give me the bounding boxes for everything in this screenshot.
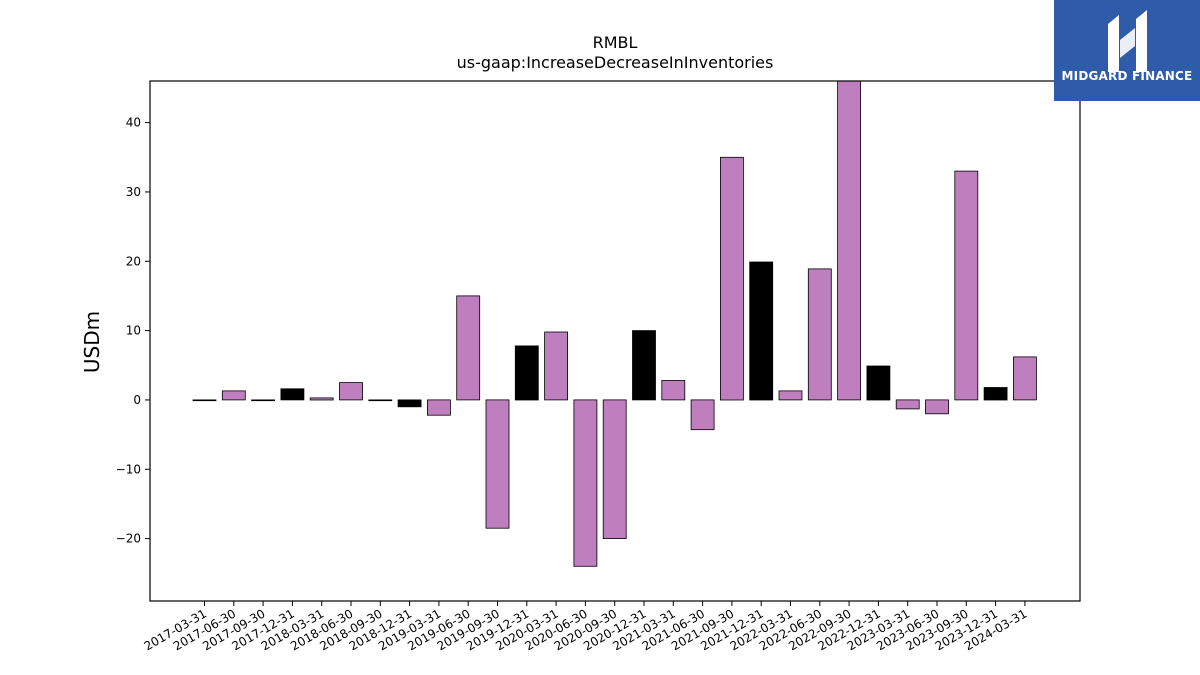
bar-2017-06-30 xyxy=(221,390,246,401)
bar-2021-06-30 xyxy=(690,399,715,431)
chart-title: RMBL xyxy=(593,33,638,52)
bar-2021-03-31 xyxy=(661,380,686,401)
logo-text: MIDGARD FINANCE xyxy=(1061,69,1193,83)
bar-2021-09-30 xyxy=(720,156,744,401)
bar-2018-09-30 xyxy=(368,399,393,402)
bar-2024-03-31 xyxy=(1013,356,1037,401)
bar-2022-12-31 xyxy=(866,365,891,401)
bar-2021-12-31 xyxy=(749,261,774,401)
bar-2019-03-31 xyxy=(426,399,451,416)
y-tick-label: 20 xyxy=(126,254,141,268)
bar-2020-03-31 xyxy=(544,331,568,401)
bar-2023-12-31 xyxy=(983,387,1008,401)
bar-2022-06-30 xyxy=(807,268,832,401)
midgard-finance-logo: MIDGARD FINANCE xyxy=(1054,0,1200,101)
bar-2019-06-30 xyxy=(456,295,481,401)
bar-2020-12-31 xyxy=(632,330,656,401)
bar-2019-12-31 xyxy=(514,345,539,401)
bar-2023-06-30 xyxy=(925,399,949,415)
y-tick-label: 0 xyxy=(133,393,141,407)
bar-2017-09-30 xyxy=(251,399,276,402)
bar-2023-03-31 xyxy=(895,399,920,410)
y-tick-label: 40 xyxy=(126,116,141,130)
bar-2018-12-31 xyxy=(397,399,422,408)
bar-series xyxy=(192,80,1037,567)
bar-2023-09-30 xyxy=(954,170,979,401)
y-axis-label: USDm xyxy=(80,311,104,373)
bar-2017-12-31 xyxy=(280,388,305,401)
y-tick-label: 10 xyxy=(126,324,141,338)
midgard-mark-icon xyxy=(1108,10,1147,72)
bar-2022-03-31 xyxy=(778,390,803,401)
bar-2020-06-30 xyxy=(573,399,598,567)
bar-2018-06-30 xyxy=(339,382,363,401)
y-tick-label: −20 xyxy=(116,532,141,546)
y-tick-label: −10 xyxy=(116,462,141,476)
bar-2017-03-31 xyxy=(192,399,217,402)
y-tick-label: 30 xyxy=(126,185,141,199)
bar-2022-09-30 xyxy=(837,80,861,401)
chart-subtitle: us-gaap:IncreaseDecreaseInInventories xyxy=(457,53,774,72)
bar-2020-09-30 xyxy=(602,399,627,539)
bar-2019-09-30 xyxy=(485,399,510,529)
bar-2018-03-31 xyxy=(309,397,334,401)
x-axis-ticks: 2017-03-312017-06-302017-09-302017-12-31… xyxy=(142,601,1029,653)
y-axis-ticks: −20 −10 0 10 20 30 40 xyxy=(116,116,150,546)
plot-frame xyxy=(149,80,1081,602)
